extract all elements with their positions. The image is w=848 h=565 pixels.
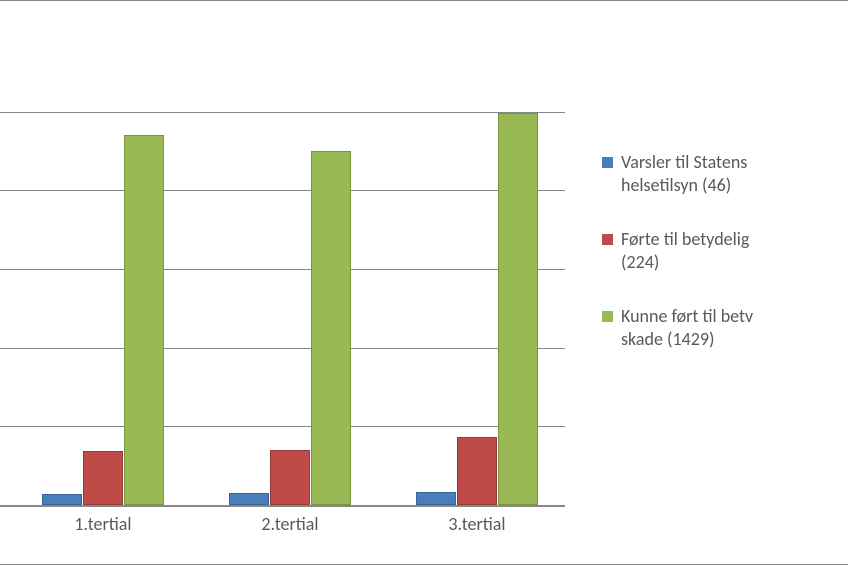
legend-item-kunne: Kunne ført til betv skade (1429) bbox=[602, 305, 848, 350]
legend-label: Kunne ført til betv skade (1429) bbox=[621, 305, 848, 350]
x-axis-label-1: 1.tertial bbox=[18, 513, 188, 535]
legend: Varsler til Statens helsetilsyn (46) Før… bbox=[602, 151, 848, 382]
legend-swatch-icon bbox=[602, 234, 613, 245]
gridline bbox=[0, 190, 565, 191]
legend-swatch-icon bbox=[602, 157, 613, 168]
legend-swatch-icon bbox=[602, 311, 613, 322]
x-axis-label-2: 2.tertial bbox=[205, 513, 375, 535]
bar-varsler-3 bbox=[416, 492, 456, 505]
gridline bbox=[0, 426, 565, 427]
legend-label: Varsler til Statens helsetilsyn (46) bbox=[621, 151, 848, 196]
plot-area bbox=[0, 33, 565, 507]
bar-kunne-2 bbox=[311, 151, 351, 505]
bar-varsler-1 bbox=[42, 494, 82, 505]
bar-forte-1 bbox=[83, 451, 123, 505]
legend-item-varsler: Varsler til Statens helsetilsyn (46) bbox=[602, 151, 848, 196]
x-axis-label-3: 3.tertial bbox=[392, 513, 562, 535]
bar-varsler-2 bbox=[229, 493, 269, 505]
gridline bbox=[0, 112, 565, 113]
bar-forte-3 bbox=[457, 437, 497, 505]
bar-kunne-1 bbox=[124, 135, 164, 505]
legend-label: Førte til betydelig (224) bbox=[621, 228, 848, 273]
legend-item-forte: Førte til betydelig (224) bbox=[602, 228, 848, 273]
chart-container: 1.tertial 2.tertial 3.tertial Varsler ti… bbox=[0, 0, 848, 565]
bar-forte-2 bbox=[270, 450, 310, 505]
bar-kunne-3 bbox=[498, 113, 538, 505]
gridline bbox=[0, 348, 565, 349]
gridline bbox=[0, 269, 565, 270]
